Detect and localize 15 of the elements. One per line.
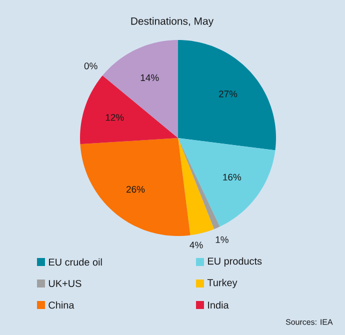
text: 0%	[84, 62, 98, 70]
legend-label: UK+US	[48, 280, 82, 288]
legend-label: Turkey	[207, 278, 238, 288]
chart-title: Destinations, May	[131, 17, 214, 27]
legend-label: EU crude oil	[49, 258, 102, 266]
legend-label: India	[208, 301, 229, 309]
data-label: 4%	[190, 242, 203, 248]
data-label: 14%	[140, 74, 159, 82]
legend-label: EU products	[208, 257, 262, 267]
data-label: 16%	[223, 174, 242, 181]
data-label: 27%	[218, 90, 238, 98]
data-label: 1%	[216, 236, 228, 243]
data-label: 12%	[106, 114, 124, 121]
data-label: 26%	[126, 186, 145, 193]
legend-label: China	[48, 301, 74, 309]
